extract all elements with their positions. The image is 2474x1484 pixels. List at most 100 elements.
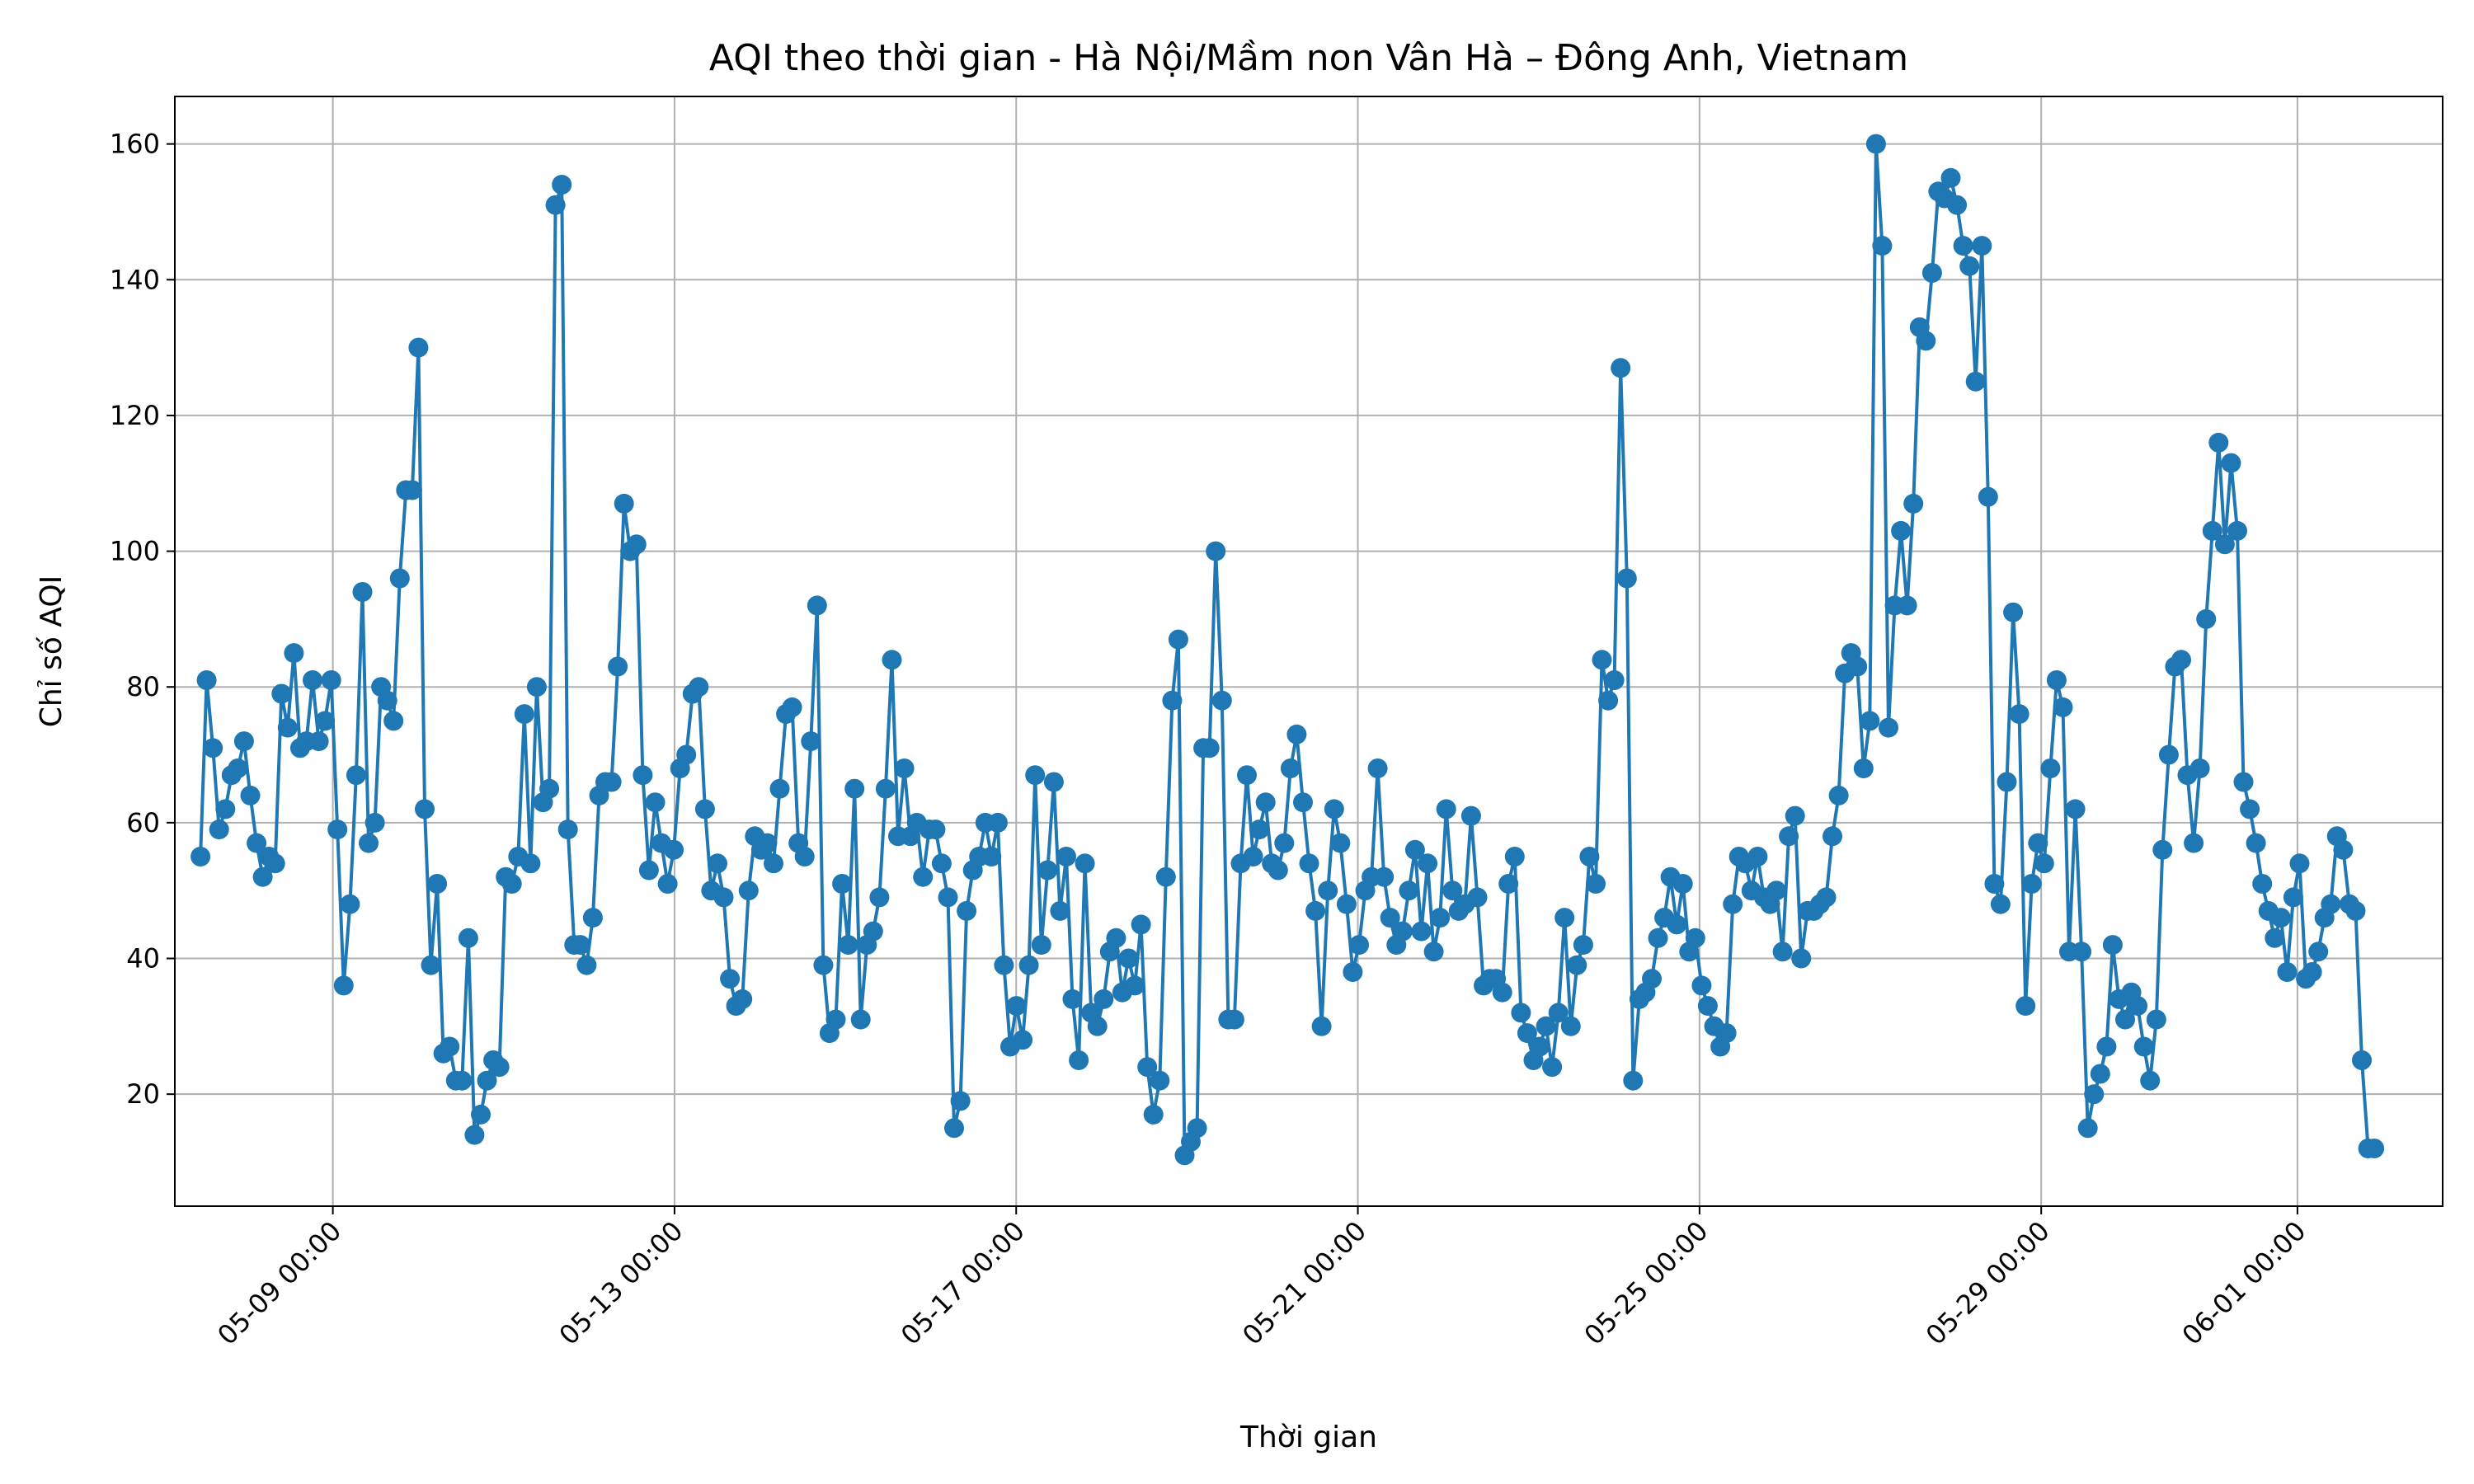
data-point — [1560, 1016, 1581, 1036]
data-point — [415, 799, 435, 819]
data-point — [925, 819, 946, 840]
data-point — [340, 894, 360, 914]
data-point — [1206, 541, 1226, 561]
data-point — [464, 1125, 485, 1145]
data-point — [1984, 874, 2005, 894]
data-point — [657, 874, 678, 894]
y-axis-label: Chỉ số AQI — [35, 575, 68, 728]
data-point — [1530, 1036, 1550, 1057]
data-point — [1623, 1070, 1644, 1091]
data-point — [2065, 799, 2086, 819]
data-point — [501, 874, 522, 894]
data-point — [1598, 690, 1619, 711]
data-point — [1860, 711, 1880, 731]
data-point — [333, 975, 354, 996]
data-point — [2128, 996, 2148, 1017]
data-point — [601, 772, 622, 792]
data-point — [2352, 1050, 2372, 1070]
data-point — [190, 847, 211, 866]
data-point — [1691, 975, 1712, 996]
data-point — [215, 799, 236, 819]
data-point — [2196, 608, 2217, 629]
data-point — [421, 955, 441, 975]
data-point — [1579, 847, 1600, 866]
data-point — [458, 928, 478, 948]
data-point — [2364, 1139, 2385, 1158]
data-point — [1336, 894, 1357, 914]
data-point — [2321, 894, 2341, 914]
y-tick-label: 80 — [126, 671, 160, 702]
data-point — [1517, 1023, 1537, 1044]
data-point — [832, 874, 853, 894]
data-point — [1280, 758, 1300, 778]
data-point — [1865, 134, 1886, 154]
data-point — [931, 853, 952, 874]
data-point — [1380, 908, 1400, 928]
data-point — [582, 908, 603, 928]
data-point — [1025, 765, 1046, 786]
data-point — [1131, 914, 1151, 935]
data-point — [377, 690, 397, 711]
y-tick-label: 100 — [110, 536, 160, 567]
data-point — [1460, 805, 1481, 826]
data-point — [2084, 1084, 2105, 1105]
data-point — [1573, 935, 1593, 956]
data-point — [1324, 799, 1344, 819]
data-point — [1018, 955, 1039, 975]
chart-title: AQI theo thời gian - Hà Nội/Mầm non Vân … — [709, 37, 1908, 79]
data-point — [1442, 881, 1463, 901]
data-point — [1249, 819, 1270, 840]
data-point — [252, 866, 273, 887]
data-point — [1069, 1050, 1089, 1070]
data-point — [1168, 629, 1188, 650]
data-point — [2077, 1118, 2098, 1139]
data-point — [2028, 833, 2048, 853]
data-point — [1211, 690, 1232, 711]
data-point — [1075, 853, 1095, 874]
data-point — [209, 819, 229, 840]
data-point — [408, 337, 429, 358]
data-point — [1392, 921, 1413, 942]
data-point — [2115, 1009, 2135, 1030]
data-point — [2202, 520, 2222, 541]
data-point — [1766, 881, 1786, 901]
data-point — [321, 670, 341, 690]
data-point — [1274, 833, 1295, 853]
data-point — [1037, 860, 1058, 881]
data-point — [240, 785, 261, 805]
data-point — [1199, 738, 1220, 758]
data-point — [2345, 900, 2366, 921]
data-point — [526, 677, 547, 697]
data-point — [2096, 1036, 2117, 1057]
data-point — [1255, 792, 1276, 813]
data-point — [2003, 602, 2024, 622]
data-point — [1697, 996, 1718, 1017]
data-point — [2333, 839, 2354, 860]
data-point — [738, 881, 759, 901]
data-point — [1155, 866, 1176, 887]
data-point — [1592, 650, 1612, 670]
data-point — [247, 833, 267, 853]
data-point — [2214, 534, 2235, 555]
data-point — [1642, 969, 1662, 989]
data-point — [1667, 914, 1687, 935]
data-point — [1062, 989, 1083, 1009]
data-point — [2270, 908, 2291, 928]
data-point — [676, 744, 697, 765]
data-point — [1853, 758, 1874, 778]
plot-frame — [174, 96, 2443, 1207]
data-point — [1511, 1003, 1531, 1023]
data-point — [1224, 1009, 1244, 1030]
data-point — [2233, 772, 2254, 792]
data-point — [1162, 690, 1183, 711]
data-point — [2289, 853, 2310, 874]
data-point — [1604, 670, 1625, 690]
data-point — [944, 1118, 964, 1139]
data-point — [1567, 955, 1587, 975]
data-point — [2265, 928, 2285, 948]
data-point — [2102, 935, 2123, 956]
data-point — [1293, 792, 1313, 813]
data-point — [552, 175, 572, 195]
data-point — [327, 819, 348, 840]
data-point — [608, 656, 628, 677]
